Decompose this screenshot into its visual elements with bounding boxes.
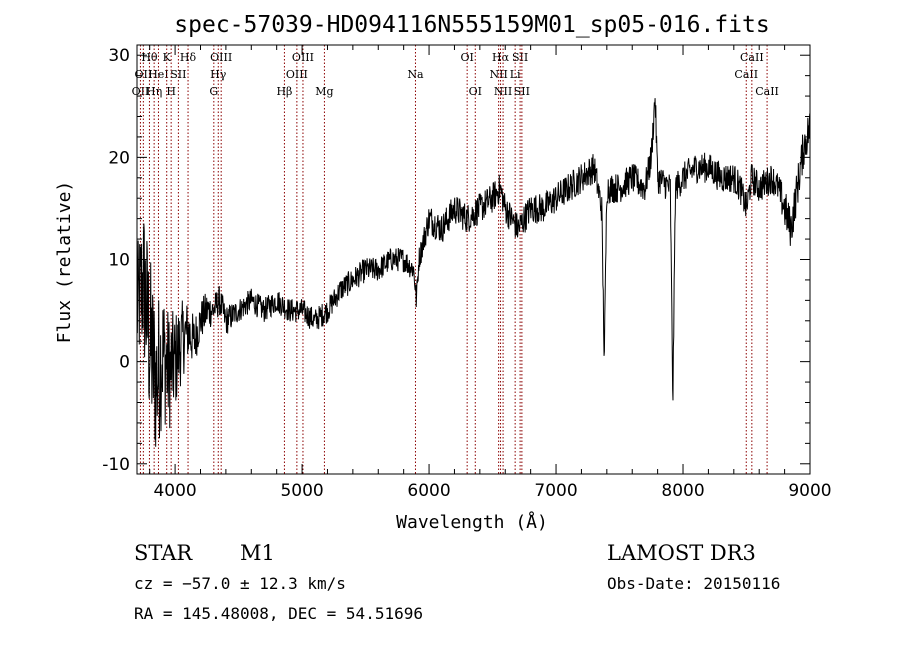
x-tick-label: 6000 bbox=[407, 481, 450, 501]
line-marker-label: Hθ bbox=[141, 51, 158, 64]
line-marker-label: CaII bbox=[734, 68, 758, 81]
line-marker-label: Hβ bbox=[276, 85, 292, 98]
axis-ticks: 4000 5000 6000 7000 8000 9000 -10 0 10 20 30 bbox=[102, 45, 832, 501]
line-marker-label: OII bbox=[134, 68, 152, 81]
line-marker-label: Na bbox=[407, 68, 424, 81]
line-marker-label: SII bbox=[514, 85, 530, 98]
object-subclass: M1 bbox=[240, 541, 275, 565]
line-marker-label: OIII bbox=[286, 68, 308, 81]
line-marker-label: K bbox=[163, 51, 172, 64]
line-marker-label: Hη bbox=[146, 85, 162, 98]
line-marker-label: NII bbox=[489, 68, 507, 81]
line-marker-label: G bbox=[209, 85, 218, 98]
x-tick-label: 9000 bbox=[788, 481, 831, 501]
x-axis-label: Wavelength (Å) bbox=[396, 511, 548, 533]
spectrum-line bbox=[136, 98, 811, 447]
line-marker-label: Hα bbox=[492, 51, 510, 64]
line-marker-label: Hδ bbox=[180, 51, 197, 64]
observation-date: Obs-Date: 20150116 bbox=[607, 574, 780, 593]
line-marker-label: SII bbox=[170, 68, 186, 81]
line-marker-label: H bbox=[166, 85, 176, 98]
survey-name: LAMOST DR3 bbox=[607, 541, 756, 565]
plot-frame bbox=[136, 44, 811, 475]
y-tick-label: 0 bbox=[119, 353, 130, 373]
line-marker-label: SII bbox=[512, 51, 528, 64]
line-marker-label: HeI bbox=[148, 68, 168, 81]
redshift-velocity: cz = −57.0 ± 12.3 km/s bbox=[134, 574, 346, 593]
line-marker-label: OI bbox=[460, 51, 473, 64]
spectrum-series bbox=[136, 98, 811, 447]
line-marker-label: OIII bbox=[292, 51, 314, 64]
line-marker-label: OII bbox=[132, 85, 150, 98]
line-marker-label: OIII bbox=[210, 51, 232, 64]
x-tick-label: 7000 bbox=[534, 481, 577, 501]
y-tick-label: 20 bbox=[108, 148, 130, 168]
x-tick-label: 8000 bbox=[661, 481, 704, 501]
line-markers: OII OII Hθ Hη HeI K H SII Hδ G Hγ OIII Hβ OIII OIII Mg N… bbox=[132, 45, 779, 474]
line-marker-label: CaII bbox=[755, 85, 779, 98]
line-marker-label: NII bbox=[494, 85, 512, 98]
y-tick-label: 30 bbox=[108, 46, 130, 66]
line-marker-label: Mg bbox=[315, 85, 333, 98]
y-axis-label: Flux (relative) bbox=[54, 181, 75, 344]
line-marker-label: Li bbox=[510, 68, 521, 81]
line-marker-label: OI bbox=[469, 85, 482, 98]
ra-dec: RA = 145.48008, DEC = 54.51696 bbox=[134, 604, 423, 623]
x-tick-label: 5000 bbox=[280, 481, 323, 501]
object-type: STAR bbox=[134, 541, 193, 565]
y-tick-label: 10 bbox=[108, 251, 130, 271]
x-tick-label: 4000 bbox=[153, 481, 196, 501]
line-marker-label: Hγ bbox=[210, 68, 227, 81]
chart-title: spec-57039-HD094116N555159M01_sp05-016.f… bbox=[174, 12, 769, 38]
line-marker-label: CaII bbox=[740, 51, 764, 64]
plot-axes bbox=[136, 44, 811, 475]
y-tick-label: -10 bbox=[102, 455, 130, 475]
